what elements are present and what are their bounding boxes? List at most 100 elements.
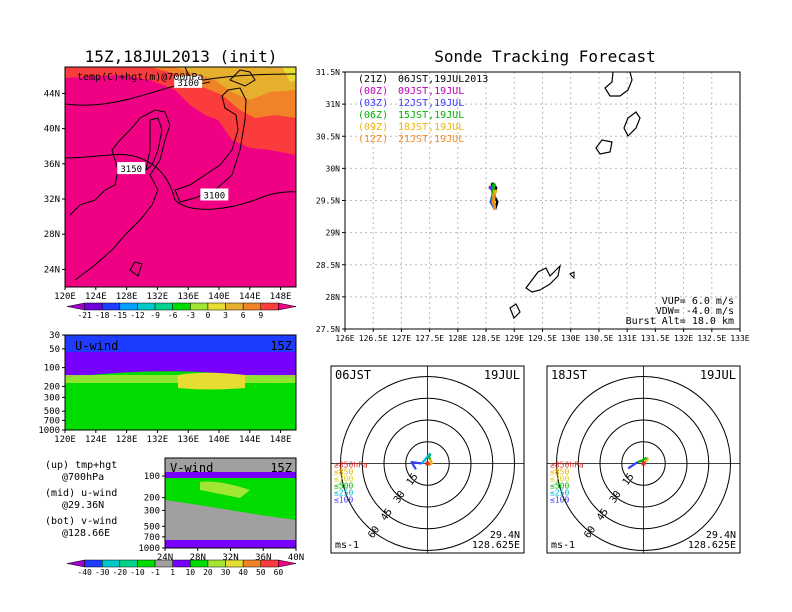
panel-note-line2: @128.66E bbox=[62, 528, 110, 539]
lon-tick-label: 127.5E bbox=[415, 334, 444, 343]
hodo-unit: ms-1 bbox=[551, 540, 575, 551]
lat-tick-label: 31.5N bbox=[316, 68, 340, 77]
hodo-ring-label: 15 bbox=[621, 472, 637, 488]
lat-tick-label: 44N bbox=[44, 89, 60, 99]
lat-tick-label: 36N bbox=[44, 160, 60, 170]
p-tick-label: 30 bbox=[49, 331, 60, 341]
contour-label: 3100 bbox=[177, 79, 199, 89]
hodo-lon: 128.625E bbox=[472, 540, 520, 551]
lon-tick-label: 132E bbox=[147, 292, 169, 302]
colorbar-swatch bbox=[278, 302, 297, 311]
lon-tick-label: 148E bbox=[270, 292, 292, 302]
hodo-segment-1 bbox=[644, 456, 649, 463]
colorbar-label: -9 bbox=[150, 311, 160, 320]
lon-tick-label: 136E bbox=[177, 435, 199, 445]
p-tick-label: 700 bbox=[144, 533, 160, 543]
wind-colorbar-label: -20 bbox=[113, 568, 128, 577]
legend-code-0: (21Z) bbox=[358, 74, 388, 85]
wind-colorbar-swatch bbox=[242, 559, 262, 568]
lat-tick-label: 30.5N bbox=[316, 132, 340, 141]
colorbar-label: -3 bbox=[185, 311, 195, 320]
panel-note-line2: @29.36N bbox=[62, 500, 104, 511]
lat-tick-label: 40N bbox=[288, 553, 304, 563]
lon-tick-label: 144E bbox=[239, 292, 261, 302]
hodo-legend-item: ≤250 bbox=[334, 489, 353, 498]
legend-time-1: 09JST,19JUL bbox=[398, 86, 464, 97]
colorbar-swatch bbox=[260, 302, 279, 311]
height-contour-ridge bbox=[65, 153, 296, 210]
hodo-legend-item: ≤500 bbox=[334, 482, 353, 491]
lon-tick-label: 130.5E bbox=[584, 334, 613, 343]
hodo-legend-item: ≤700 bbox=[334, 475, 353, 484]
track-line-5 bbox=[491, 195, 497, 210]
colorbar-swatch bbox=[190, 302, 209, 311]
lon-tick-label: 127E bbox=[392, 334, 411, 343]
hodo-time: 06JST bbox=[335, 368, 371, 382]
island-tokunoshima bbox=[509, 303, 521, 320]
lat-tick-label: 28N bbox=[190, 553, 206, 563]
lat-tick-label: 40N bbox=[44, 125, 60, 135]
wind-colorbar-swatch bbox=[119, 559, 138, 568]
colorbar-swatch bbox=[84, 302, 103, 311]
track-end-point-3 bbox=[491, 183, 496, 188]
track-lon-axis: 126E 126.5E 127E 127.5E 128E 128.5E 129E 129.5E… bbox=[335, 329, 750, 343]
wind-colorbar-label: 30 bbox=[221, 568, 231, 577]
p-tick-label: 700 bbox=[44, 416, 60, 426]
colorbar-label: -6 bbox=[168, 311, 178, 320]
lon-tick-label: 120E bbox=[54, 292, 76, 302]
contour-label-bg bbox=[174, 75, 203, 88]
legend-code-2: (03Z) bbox=[358, 98, 388, 109]
hodo-origin-marker bbox=[641, 461, 646, 466]
lon-tick-label: 128E bbox=[448, 334, 467, 343]
hodo-segment-3 bbox=[627, 461, 639, 469]
hodo-frame bbox=[546, 365, 741, 554]
lon-tick-label: 129.5E bbox=[528, 334, 557, 343]
p-tick-label: 300 bbox=[44, 393, 60, 403]
hodo-time: 18JST bbox=[551, 368, 587, 382]
p-tick-label: 200 bbox=[144, 494, 160, 504]
lon-tick-label: 128E bbox=[116, 292, 138, 302]
lon-tick-label: 124E bbox=[85, 292, 107, 302]
colorbar-swatch bbox=[101, 302, 121, 311]
hodo-legend-item: ≤250 bbox=[550, 489, 569, 498]
lat-tick-label: 32N bbox=[222, 553, 238, 563]
track-grid bbox=[345, 72, 740, 329]
wind-colorbar-label: 20 bbox=[203, 568, 213, 577]
hodo-ring-label: 60 bbox=[582, 524, 598, 540]
panel-notes: (up) tmp+hgt@700hPa (mid) u-wind@29.36N (b… bbox=[45, 460, 117, 539]
coastline-china bbox=[69, 109, 171, 281]
temperature-colorbar: -21 -18 -15 -12 -9 -6 -3 0 3 6 9 bbox=[66, 302, 297, 320]
colorbar-swatch bbox=[242, 302, 262, 311]
lon-tick-label: 144E bbox=[239, 435, 261, 445]
u-wind-frame bbox=[64, 334, 297, 431]
v-wind-time: 15Z bbox=[270, 461, 292, 475]
wind-colorbar-swatch bbox=[172, 559, 191, 568]
hodo-segment-2 bbox=[637, 456, 648, 464]
contour-labels: 3100 3150 3100 bbox=[117, 75, 229, 201]
init-panel-label: temp(C)+hgt(m)@700hPa bbox=[77, 72, 203, 83]
hodo-legend-item: ≤500 bbox=[550, 482, 569, 491]
coastline-hokkaido bbox=[229, 69, 256, 87]
init-map-frame bbox=[64, 66, 297, 288]
contour-label-bg bbox=[117, 162, 146, 175]
wind-colorbar-label: -40 bbox=[77, 568, 92, 577]
contour-label-bg bbox=[200, 188, 229, 201]
island-amami bbox=[525, 264, 561, 293]
hodo-date: 19JUL bbox=[484, 368, 520, 382]
colorbar-label: 6 bbox=[241, 311, 246, 320]
legend-time-2: 12JST,19JUL bbox=[398, 98, 464, 109]
wind-colorbar-swatch bbox=[225, 559, 244, 568]
launch-param-0: VUP= 6.0 m/s bbox=[662, 296, 734, 307]
wind-colorbar-label: 40 bbox=[238, 568, 248, 577]
track-lat-axis: 31.5N 31N 30.5N 30N 29.5N 29N 28.5N 28N 27.5N bbox=[316, 68, 345, 334]
legend-code-1: (00Z) bbox=[358, 86, 388, 97]
track-end-point-5 bbox=[491, 193, 496, 198]
lon-tick-label: 140E bbox=[208, 435, 230, 445]
